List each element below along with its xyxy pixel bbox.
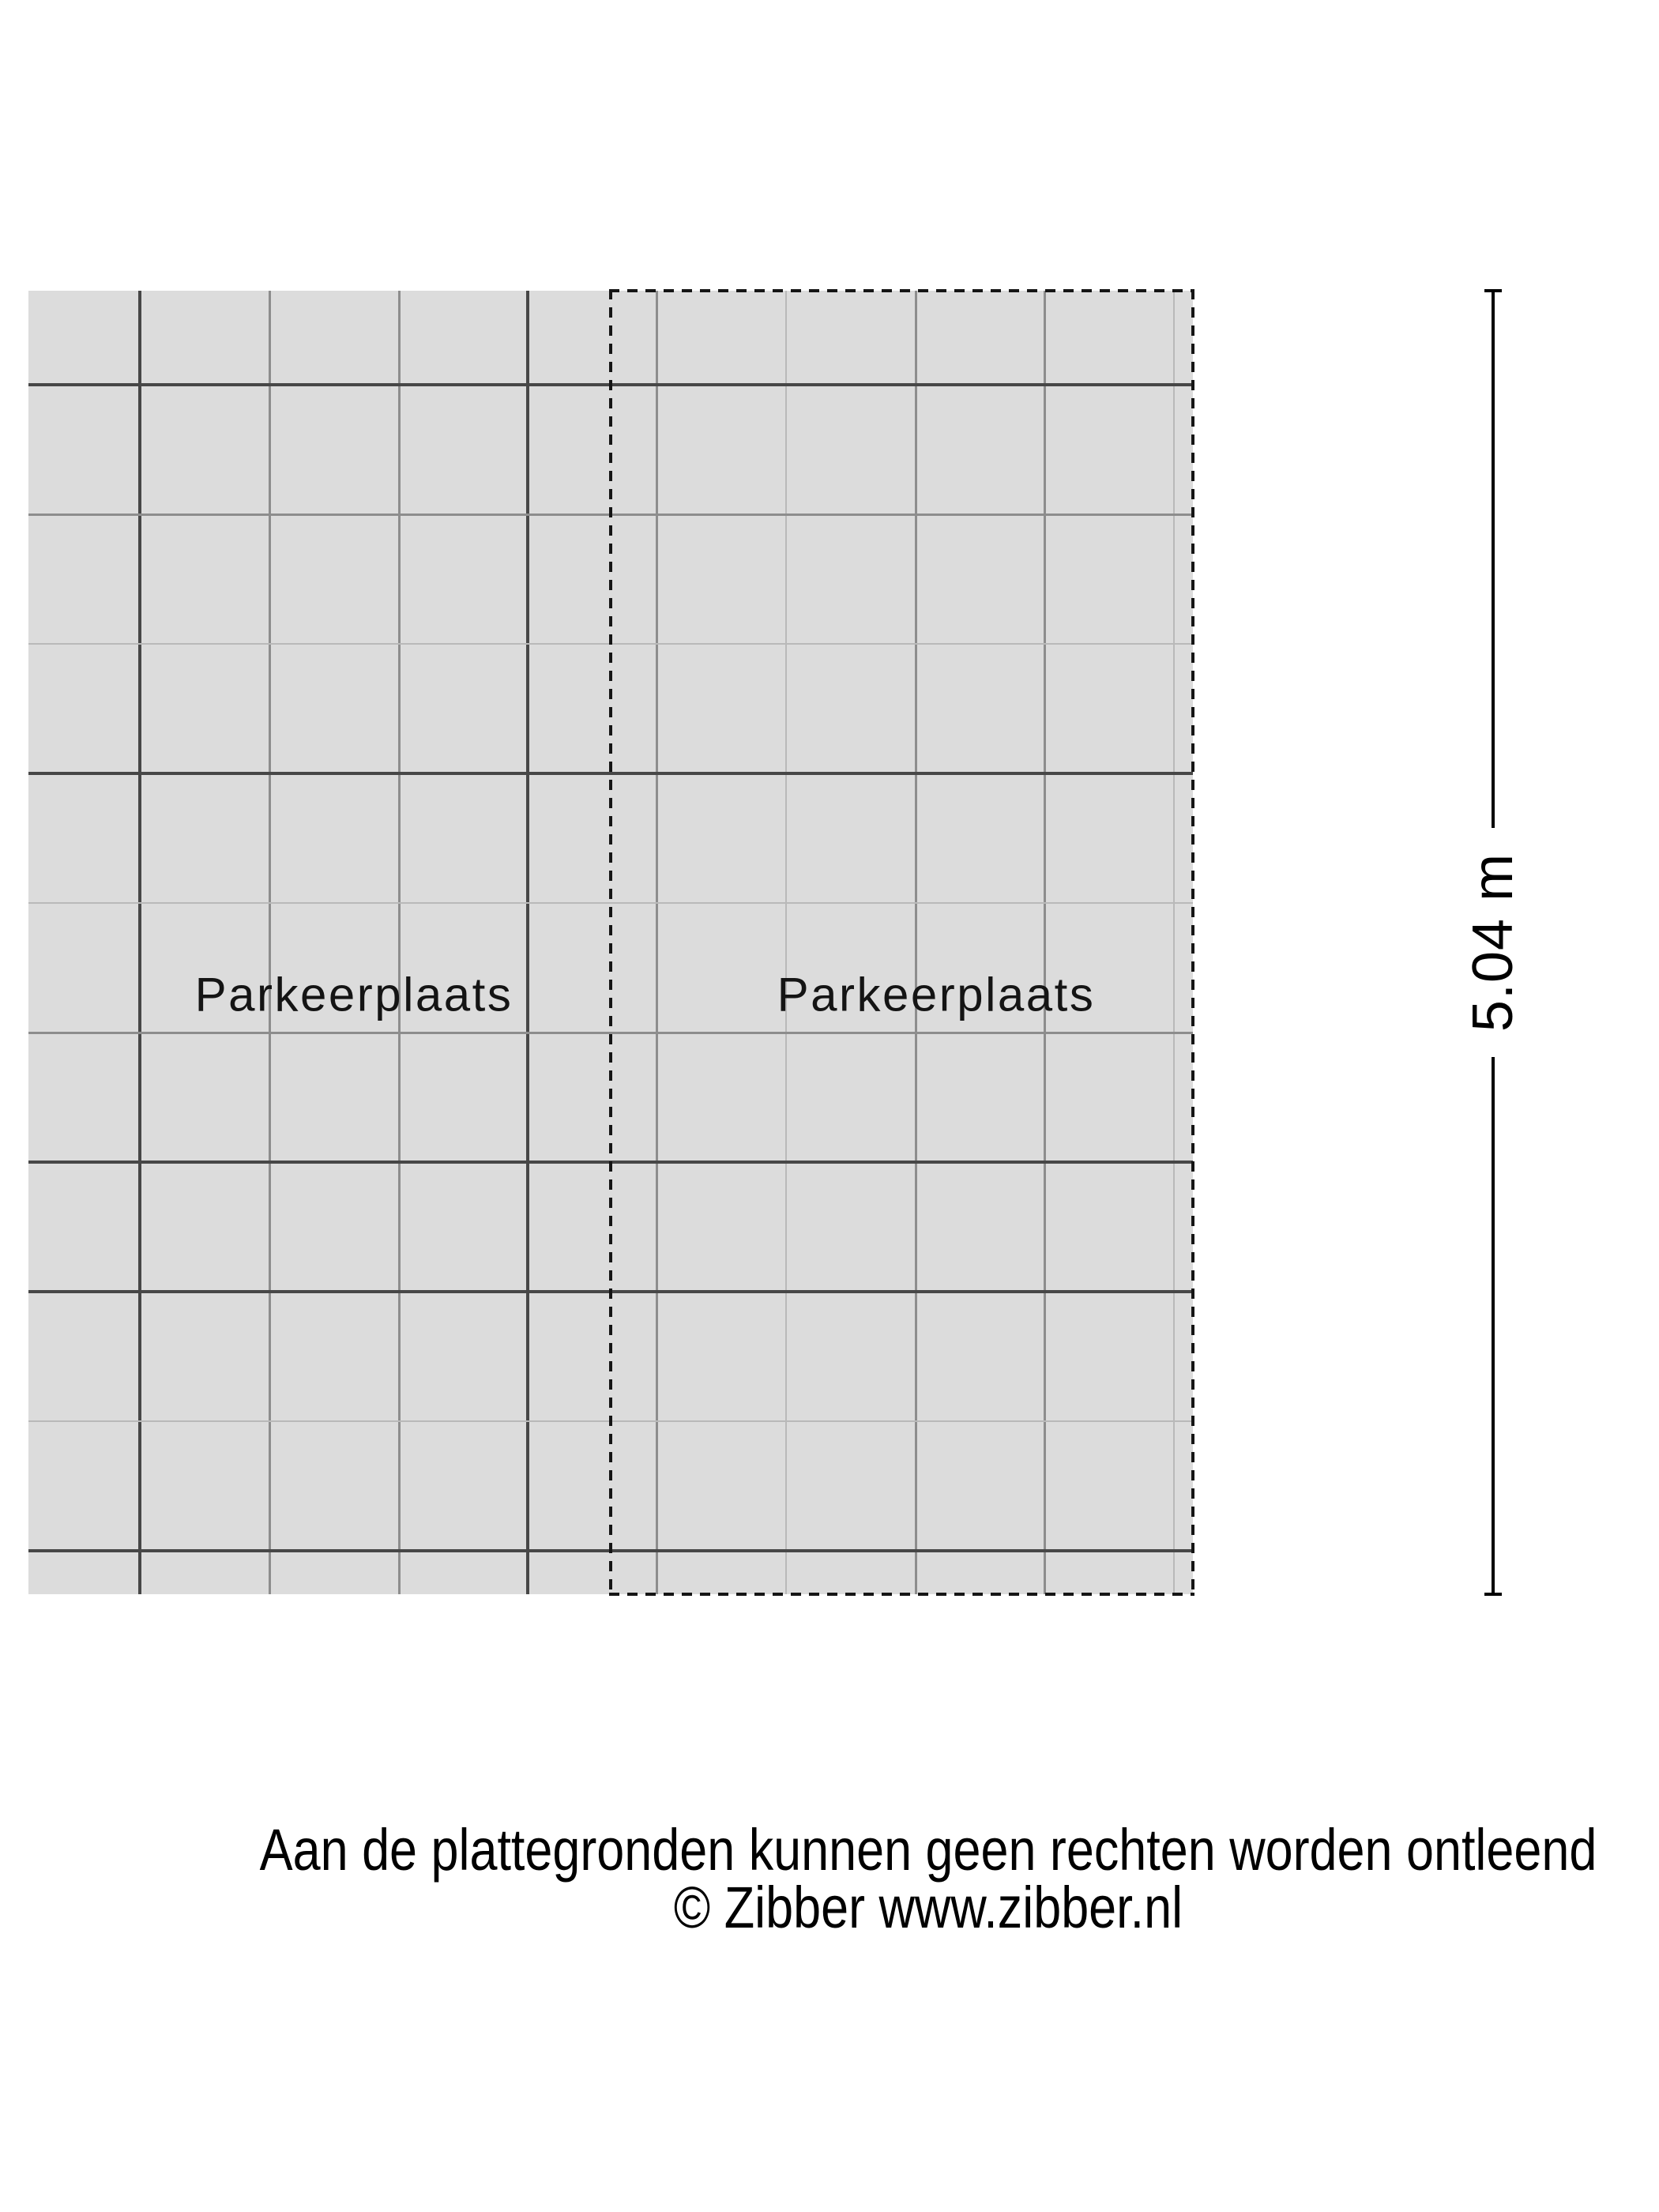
parking-space-label: Parkeerplaats (777, 968, 1096, 1021)
grid-line-vertical (785, 291, 787, 1594)
grid-line-vertical (397, 291, 401, 1594)
grid-line-vertical (1043, 291, 1046, 1594)
grid-line-vertical (914, 291, 917, 1594)
parking-space-label: Parkeerplaats (194, 968, 514, 1021)
disclaimer-line-2: © Zibber www.zibber.nl (673, 1875, 1183, 1940)
dashed-outline-left (609, 289, 612, 1596)
dimension-tick-bottom (1484, 1593, 1502, 1596)
grid-line-vertical (1173, 291, 1175, 1594)
dashed-outline-bottom (609, 1593, 1194, 1596)
disclaimer-line-1: Aan de plattegronden kunnen geen rechten… (259, 1817, 1597, 1883)
dimension-line-lower-segment (1492, 1057, 1495, 1594)
dashed-outline-right (1191, 289, 1194, 1596)
grid-line-vertical (268, 291, 271, 1594)
dashed-outline-top (609, 289, 1194, 292)
dimension-line-upper-segment (1492, 291, 1495, 828)
grid-line-vertical (526, 291, 529, 1594)
disclaimer: Aan de plattegronden kunnen geen rechten… (259, 1817, 1597, 1940)
dimension-tick-top (1484, 289, 1502, 292)
dimension-label: 5.04 m (1462, 852, 1525, 1033)
grid-line-vertical (138, 291, 141, 1594)
grid-line-vertical (655, 291, 658, 1594)
